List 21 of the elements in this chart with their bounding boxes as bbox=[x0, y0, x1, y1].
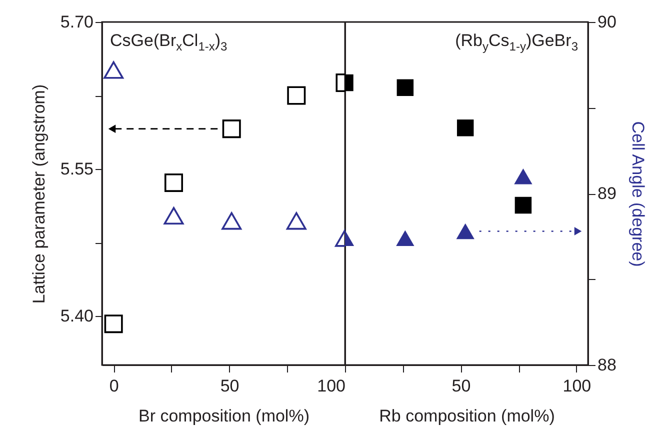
annotation: CsGe(Br$_{x}$Cl$_{1-x}$)$_{3}$ bbox=[110, 31, 228, 54]
y2-tick-label: 89 bbox=[598, 184, 616, 203]
x-tick-label: 0 bbox=[109, 376, 119, 396]
point bbox=[456, 119, 474, 136]
annotation: (Rb$_{y}$Cs$_{1-y}$)GeBr$_{3}$ bbox=[455, 31, 578, 54]
y2-tick-label: 88 bbox=[598, 356, 616, 374]
x-axis-title: Rb composition (mol%) bbox=[379, 406, 555, 426]
y2-axis-title: Cell Angle (degree) bbox=[628, 121, 648, 267]
point bbox=[514, 196, 532, 214]
point bbox=[514, 168, 532, 184]
x-tick-label: 100 bbox=[317, 376, 346, 396]
x-tick-label: 50 bbox=[220, 376, 240, 396]
y2-tick-label: 90 bbox=[598, 12, 616, 32]
point bbox=[456, 223, 474, 240]
y-tick-label: 5.55 bbox=[60, 160, 94, 178]
x-tick-label: 50 bbox=[452, 376, 471, 396]
y-axis-title: Lattice parameter (angstrom) bbox=[29, 84, 48, 304]
y-tick-label: 5.70 bbox=[60, 12, 94, 32]
x-axis-title: Br composition (mol%) bbox=[138, 406, 310, 426]
y-tick-label: 5.40 bbox=[60, 306, 94, 326]
x-tick-label: 100 bbox=[562, 376, 592, 396]
